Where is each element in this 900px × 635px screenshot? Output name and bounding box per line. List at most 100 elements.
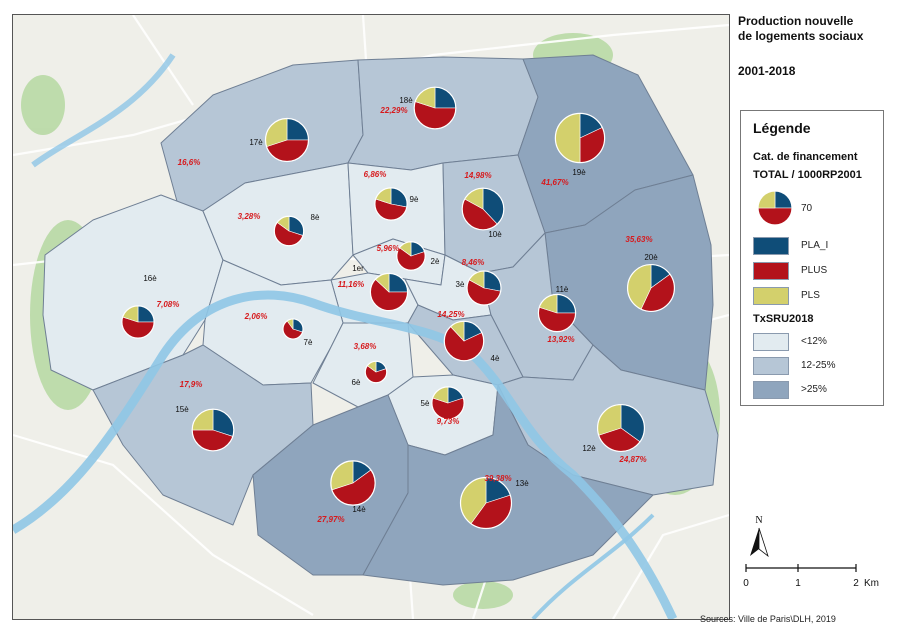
txsru-percent-label: 41,67% <box>540 178 568 187</box>
txsru-percent-label: 16,6% <box>178 158 201 167</box>
txsru-percent-label: 24,87% <box>618 455 646 464</box>
pie-7è <box>282 318 304 340</box>
arrondissement-label: 5è <box>421 399 430 408</box>
arrondissement-label: 19è <box>572 168 586 177</box>
scale-tick-0: 0 <box>743 578 749 589</box>
pie-13è-outline <box>459 476 513 530</box>
pie-4è <box>443 320 485 362</box>
arrondissement-label: 4è <box>491 354 500 363</box>
pie-17è <box>264 117 310 163</box>
pie-6è-outline <box>364 360 388 384</box>
pie-18è-outline <box>413 86 457 130</box>
arrondissement-label: 12è <box>582 444 596 453</box>
pie-11è-outline <box>537 293 577 333</box>
title-line-2: de logements sociaux <box>738 29 864 43</box>
scale-bar: 0 1 2 Km <box>743 564 879 589</box>
txsru-percent-label: 17,9% <box>180 380 203 389</box>
legend-label-class-low: <12% <box>801 336 827 347</box>
pie-10è <box>461 187 505 231</box>
legend-swatch-plus <box>753 262 789 280</box>
pie-15è <box>191 408 235 452</box>
pie-19è <box>554 112 606 164</box>
arrondissement-label: 13è <box>515 479 529 488</box>
scale-unit: Km <box>864 578 879 589</box>
arrondissement-label: 20è <box>644 253 658 262</box>
arrondissement-label: 17è <box>249 138 263 147</box>
arrondissement-label: 14è <box>352 505 366 514</box>
pie-1er <box>369 272 409 312</box>
pie-5è <box>431 386 465 420</box>
txsru-percent-label: 3,68% <box>354 342 377 351</box>
txsru-percent-label: 14,25% <box>437 310 464 319</box>
map-period: 2001-2018 <box>738 64 796 78</box>
north-label: N <box>755 515 762 526</box>
arrondissement-label: 10è <box>488 230 502 239</box>
arrondissement-label: 16è <box>143 274 157 283</box>
txsru-percent-label: 9,73% <box>437 417 460 426</box>
pie-16è <box>121 305 155 339</box>
pie-7è-outline <box>282 318 304 340</box>
map-labels: 1er 11,16% 2è 5,96% 3è 8,46% 4è 14,25% 5è 9,73% 6è… <box>143 96 658 524</box>
pie-11è <box>537 293 577 333</box>
legend-label-class-high: >25% <box>801 384 827 395</box>
pie-2è <box>396 241 426 271</box>
txsru-percent-label: 6,86% <box>364 170 387 179</box>
legend-title: Légende <box>753 120 811 136</box>
txsru-percent-label: 39,38% <box>484 474 511 483</box>
txsru-percent-label: 5,96% <box>377 244 400 253</box>
legend-swatch-class-mid <box>753 357 789 375</box>
pie-12è <box>596 403 646 453</box>
pie-14è <box>330 460 376 506</box>
pie-3è-outline <box>466 270 502 306</box>
legend-label-pla-i: PLA_I <box>801 240 829 251</box>
pie-13è <box>459 476 513 530</box>
river-north <box>31 53 176 168</box>
arrondissement-13 <box>362 384 654 586</box>
paris-map: 1er 11,16% 2è 5,96% 3è 8,46% 4è 14,25% 5è 9,73% 6è… <box>13 15 729 619</box>
txsru-percent-label: 2,06% <box>244 312 268 321</box>
legend-swatch-class-high <box>753 381 789 399</box>
txsru-percent-label: 22,29% <box>379 106 407 115</box>
txsru-percent-label: 14,98% <box>464 171 491 180</box>
title-line-1: Production nouvelle <box>738 14 854 28</box>
legend-category-title: Cat. de financement <box>753 151 858 163</box>
pie-20è-outline <box>626 263 676 313</box>
pie-17è-outline <box>264 117 310 163</box>
scale-tick-1: 1 <box>795 578 801 589</box>
pie-20è <box>626 263 676 313</box>
pie-10è-outline <box>461 187 505 231</box>
arrondissement-label: 11è <box>556 285 569 294</box>
map-title: Production nouvelle de logements sociaux <box>738 14 898 44</box>
legend-swatch-class-low <box>753 333 789 351</box>
seine-river <box>13 290 678 619</box>
legend-total-title: TOTAL / 1000RP2001 <box>753 169 862 181</box>
pie-8è-outline <box>273 215 305 247</box>
legend-txsru-title: TxSRU2018 <box>753 313 814 325</box>
pie-1er-outline <box>369 272 409 312</box>
legend-label-plus: PLUS <box>801 265 828 276</box>
txsru-percent-label: 11,16% <box>338 280 365 289</box>
legend-pie-example <box>757 190 793 226</box>
txsru-percent-label: 8,46% <box>462 258 485 267</box>
scale-tick-2: 2 <box>853 578 859 589</box>
pie-6è <box>364 360 388 384</box>
legend-swatch-pls <box>753 287 789 305</box>
legend-swatch-pla-i <box>753 237 789 255</box>
arrondissement-label: 3è <box>456 280 465 289</box>
legend: Légende Cat. de financement TOTAL / 1000… <box>740 110 884 406</box>
pie-3è <box>466 270 502 306</box>
arrondissement-label: 15è <box>175 405 189 414</box>
pie-2è-outline <box>396 241 426 271</box>
north-arrow: N <box>750 515 769 558</box>
arrondissement-label: 6è <box>352 378 361 387</box>
pie-9è <box>374 187 408 221</box>
source-note: Sources: Ville de Paris\DLH, 2019 <box>700 614 836 624</box>
txsru-percent-label: 3,28% <box>238 212 261 221</box>
pie-14è-outline <box>330 460 376 506</box>
txsru-percent-label: 35,63% <box>625 235 652 244</box>
txsru-percent-label: 27,97% <box>316 515 344 524</box>
pie-16è-outline <box>121 305 155 339</box>
txsru-percent-label: 7,08% <box>157 300 180 309</box>
arrondissement-label: 2è <box>431 257 440 266</box>
legend-pie-slice-plus <box>757 207 793 226</box>
